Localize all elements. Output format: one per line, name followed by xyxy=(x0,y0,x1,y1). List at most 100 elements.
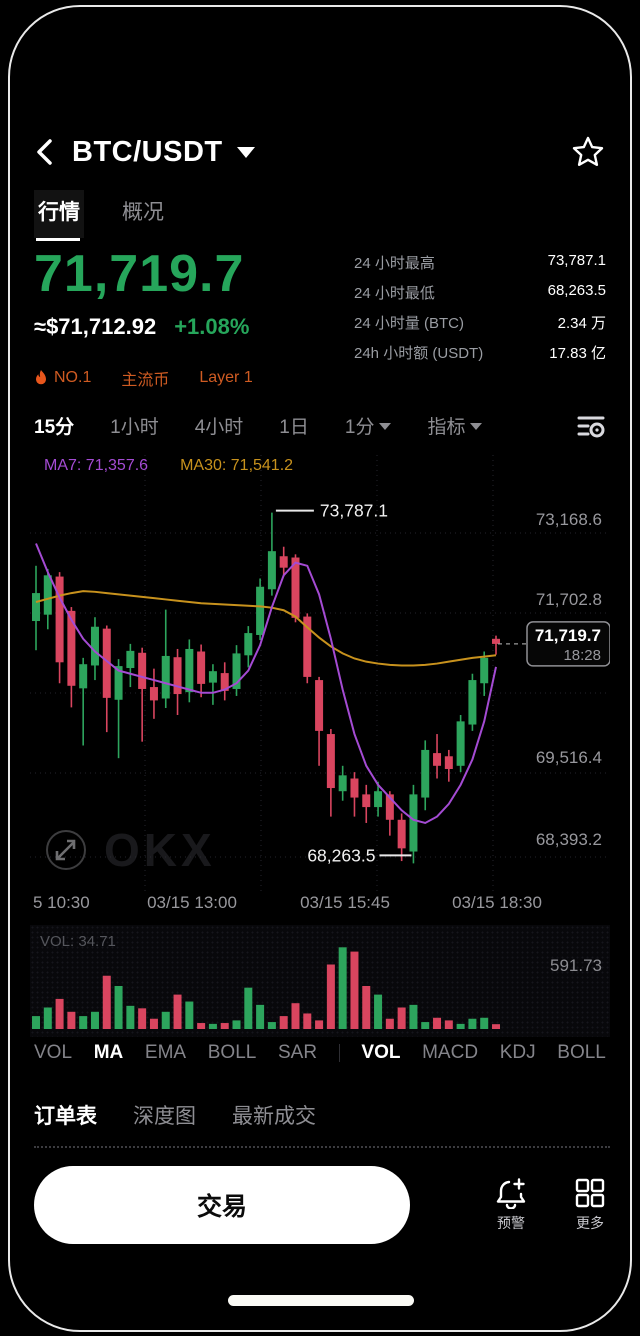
tab-行情[interactable]: 行情 xyxy=(34,190,84,241)
volume-bar xyxy=(279,1016,288,1029)
ma7-line xyxy=(35,543,497,825)
bottom-tab-订单表[interactable]: 订单表 xyxy=(34,1105,97,1128)
candle xyxy=(220,673,229,691)
alert-label: 预警 xyxy=(497,1215,525,1231)
okx-logo: OKX xyxy=(104,824,216,876)
badge-主流币[interactable]: 主流币 xyxy=(121,366,169,390)
bottom-tab-深度图[interactable]: 深度图 xyxy=(133,1105,196,1128)
indicator-tab-sar-4[interactable]: SAR xyxy=(278,1042,318,1063)
chart-settings-icon xyxy=(577,416,605,437)
candle xyxy=(456,721,465,766)
stat-row: 24 小时最高 73,787.1 xyxy=(354,252,606,273)
candle xyxy=(173,657,182,695)
indicator-divider xyxy=(338,1044,340,1062)
x-axis-label: 5 10:30 xyxy=(33,893,90,912)
indicator-tab-boll-3[interactable]: BOLL xyxy=(207,1042,257,1063)
bell-plus-icon xyxy=(496,1178,526,1209)
price-chart-svg[interactable]: 73,168.6 71,702.8 69,516.4 68,393.2 73,787.1… xyxy=(30,455,610,895)
indicator-tab-kdj-7[interactable]: KDJ xyxy=(499,1042,536,1063)
stat-row: 24 小时量 (BTC) 2.34 万 xyxy=(354,312,606,333)
stat-row: 24 小时最低 68,263.5 xyxy=(354,282,606,303)
indicator-tab-ma-1[interactable]: MA xyxy=(93,1042,124,1063)
candle xyxy=(149,687,158,701)
tab-概况[interactable]: 概况 xyxy=(122,201,164,224)
badge-label: Layer 1 xyxy=(199,369,253,386)
volume-bar xyxy=(303,1013,312,1029)
star-icon xyxy=(572,136,604,166)
x-axis-label: 03/15 18:30 xyxy=(452,893,542,912)
volume-bar xyxy=(149,1018,158,1029)
candle xyxy=(67,610,76,686)
volume-bar xyxy=(102,975,111,1029)
candle xyxy=(374,791,383,808)
pair-title[interactable]: BTC/USDT xyxy=(72,135,223,168)
indicator-tab-vol-0[interactable]: VOL xyxy=(34,1042,73,1063)
timeframe-1日[interactable]: 1日 xyxy=(279,417,309,438)
volume-bar xyxy=(161,1011,170,1029)
volume-bar xyxy=(326,964,335,1029)
x-axis-label: 03/15 15:45 xyxy=(300,893,390,912)
stat-value: 2.34 万 xyxy=(557,315,606,332)
volume-bar xyxy=(338,947,347,1029)
timeframe-1分[interactable]: 1分 xyxy=(345,412,392,439)
change-percent: +1.08% xyxy=(174,314,250,339)
timeframe-指标[interactable]: 指标 xyxy=(427,412,483,439)
volume-bar xyxy=(421,1022,430,1029)
timeframe-1小时[interactable]: 1小时 xyxy=(110,417,159,438)
timeframe-4小时[interactable]: 4小时 xyxy=(194,417,244,438)
home-indicator[interactable] xyxy=(228,1295,414,1306)
expand-icon xyxy=(46,830,86,870)
volume-bar xyxy=(90,1011,99,1029)
volume-pane[interactable]: VOL: 34.71 591.73 xyxy=(30,925,610,1037)
indicator-tab-boll-8[interactable]: BOLL xyxy=(557,1042,606,1063)
candle xyxy=(90,626,99,666)
candle xyxy=(232,653,241,689)
candle xyxy=(397,819,406,849)
candle xyxy=(114,666,123,700)
volume-bar xyxy=(444,1020,453,1029)
volume-axis-label: 591.73 xyxy=(550,956,602,975)
volume-bar xyxy=(267,1022,276,1029)
candle xyxy=(421,749,430,798)
volume-bar xyxy=(468,1018,477,1029)
volume-bar xyxy=(232,1020,241,1029)
volume-bar xyxy=(185,1001,194,1029)
back-button[interactable] xyxy=(34,135,64,169)
volume-bar xyxy=(397,1007,406,1029)
volume-bar xyxy=(433,1017,442,1029)
candle xyxy=(433,753,442,766)
favorite-button[interactable] xyxy=(570,134,606,170)
candle xyxy=(409,794,418,852)
fullscreen-button[interactable] xyxy=(44,828,88,872)
current-price-time: 18:28 xyxy=(563,647,601,664)
candle xyxy=(362,794,371,808)
bottom-tab-最新成交[interactable]: 最新成交 xyxy=(232,1105,316,1128)
timeframe-15分[interactable]: 15分 xyxy=(34,417,75,438)
volume-bar xyxy=(244,987,253,1029)
indicator-tab-macd-6[interactable]: MACD xyxy=(422,1042,479,1063)
volume-bar xyxy=(79,1016,88,1029)
candle xyxy=(185,648,194,693)
pair-dropdown-icon[interactable] xyxy=(236,146,255,158)
caret-down-icon xyxy=(379,423,392,430)
volume-bar xyxy=(315,1020,324,1029)
candle xyxy=(480,657,489,684)
badge-NO.1[interactable]: NO.1 xyxy=(34,369,91,387)
indicator-tab-ema-2[interactable]: EMA xyxy=(144,1042,187,1063)
current-price-tag[interactable] xyxy=(526,621,610,667)
grid-icon xyxy=(575,1178,605,1208)
x-axis-label: 03/15 13:00 xyxy=(147,893,237,912)
badge-Layer 1[interactable]: Layer 1 xyxy=(199,369,252,387)
candle xyxy=(291,557,300,618)
trade-button[interactable]: 交易 xyxy=(34,1166,410,1244)
indicator-settings-button[interactable] xyxy=(576,413,606,439)
volume-bar xyxy=(256,1004,265,1029)
indicator-tab-vol-5[interactable]: VOL xyxy=(361,1042,401,1063)
top-tabs: 行情 概况 xyxy=(34,190,168,241)
more-button[interactable]: 更多 xyxy=(574,1177,606,1233)
candlestick-chart[interactable]: MA7: 71,357.6 MA30: 71,541.2 73,168.6 71,7… xyxy=(30,455,610,895)
fiat-value: ≈$71,712.92 xyxy=(34,314,157,339)
candle xyxy=(138,652,147,689)
alert-button[interactable]: 预警 xyxy=(494,1177,528,1233)
back-chevron-icon xyxy=(37,139,52,165)
